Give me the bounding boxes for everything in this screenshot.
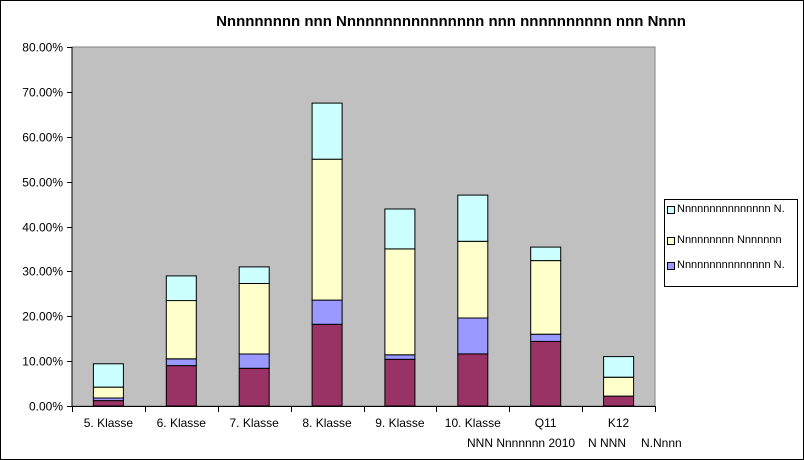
bar-segment [384,208,416,250]
bar-segment [311,323,343,407]
bar-segment [457,194,489,242]
bar-segment [384,358,416,407]
x-tick-label: Q11 [535,416,557,430]
x-tick-label: K12 [608,416,630,430]
legend-item-3: Nnnnnnnnnnnnnnn N. [667,259,795,271]
bar-segment [165,365,197,407]
legend-label-1: Nnnnnnnnnnnnnnn N. [677,203,785,215]
y-tick-label: 40.00% [22,221,63,235]
bar-segment [603,356,635,378]
bar-segment [530,340,562,407]
bar-segment [238,283,270,355]
bar-segment [165,300,197,360]
bar-segment [238,353,270,369]
y-tick-label: 80.00% [22,41,63,55]
bar-segment [311,299,343,325]
footnote-3: N.Nnnn [641,436,682,450]
x-tick-label: 5. Klasse [84,416,134,430]
bar-segment [603,376,635,397]
footnote-2: N NNN [588,436,626,450]
y-tick-label: 0.00% [29,400,63,414]
bar-segment [311,102,343,160]
bar-segment [384,248,416,356]
y-tick-label: 60.00% [22,131,63,145]
x-tick-label: 8. Klasse [302,416,352,430]
bar-segment [165,358,197,367]
chart-title: Nnnnnnnnn nnn Nnnnnnnnnnnnnnnn nnn nnnnn… [216,13,686,30]
bar-segment [238,367,270,407]
x-tick-label: 10. Klasse [445,416,501,430]
bar-segment [530,333,562,342]
y-tick-label: 20.00% [22,310,63,324]
legend-item-2: Nnnnnnnnn Nnnnnnn [667,234,795,246]
bar-segment [165,275,197,302]
bar-segment [92,386,124,399]
x-tick-label: 7. Klasse [230,416,280,430]
bar-segment [530,246,562,262]
legend-label-2: Nnnnnnnnn Nnnnnnn [677,234,782,246]
bar-segment [457,240,489,319]
bar-segment [311,158,343,301]
legend-swatch-2 [667,237,675,245]
bar-segment [92,363,124,388]
legend-swatch-3 [667,262,675,270]
bar-segment [238,266,270,284]
bar-segment [457,353,489,407]
plot-area [71,46,656,407]
legend-label-3: Nnnnnnnnnnnnnnn N. [677,259,785,271]
y-tick-label: 30.00% [22,265,63,279]
y-tick-label: 50.00% [22,176,63,190]
x-tick-label: 6. Klasse [157,416,207,430]
bar-segment [92,400,124,407]
footnote-1: NNN Nnnnnnn 2010 [467,436,576,450]
y-tick-label: 10.00% [22,355,63,369]
bar-segment [384,354,416,360]
legend-swatch-1 [667,206,675,214]
x-tick-label: 9. Klasse [375,416,425,430]
bar-segment [530,260,562,335]
bar-segment [457,317,489,355]
chart-legend: Nnnnnnnnnnnnnnn N. Nnnnnnnnn Nnnnnnn Nnn… [664,199,798,287]
bar-segment [603,395,635,407]
y-tick-label: 70.00% [22,86,63,100]
legend-item-1: Nnnnnnnnnnnnnnn N. [667,203,795,215]
